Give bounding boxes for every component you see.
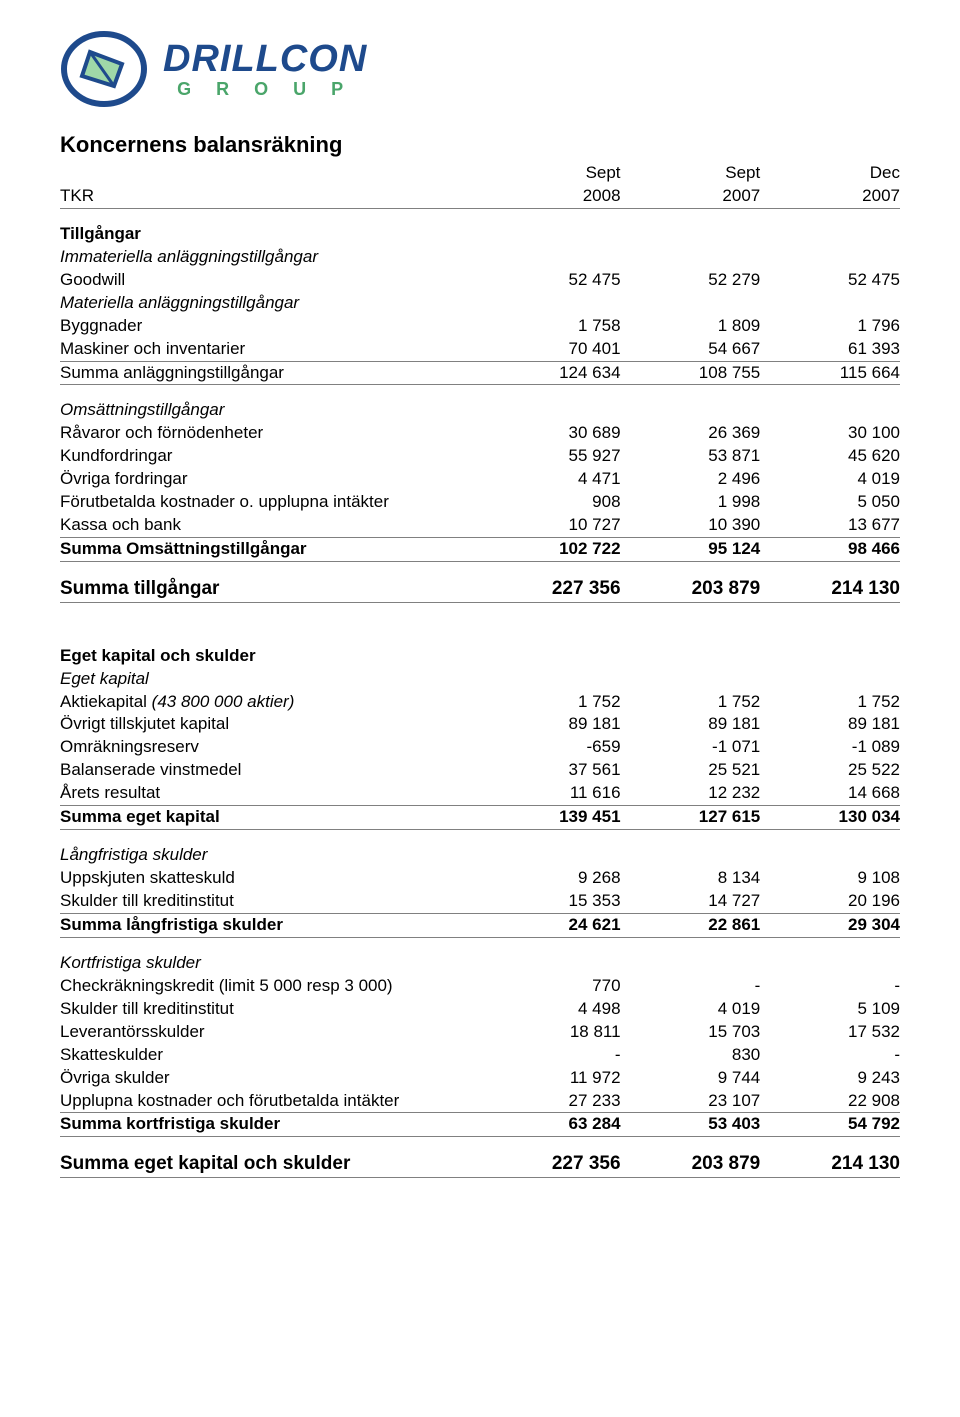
hdr: 2007 <box>621 185 761 208</box>
brand-sub: G R O U P <box>163 79 367 100</box>
row-arets-resultat: Årets resultat 11 616 12 232 14 668 <box>60 782 900 805</box>
row-eget-kapital-head: Eget kapital <box>60 668 900 691</box>
row-balanserade: Balanserade vinstmedel 37 561 25 521 25 … <box>60 759 900 782</box>
subheading: Immateriella anläggningstillgångar <box>60 246 481 269</box>
row-leverantor: Leverantörsskulder 18 811 15 703 17 532 <box>60 1021 900 1044</box>
row-summa-eget-skulder: Summa eget kapital och skulder 227 356 2… <box>60 1151 900 1177</box>
row-langfristiga-head: Långfristiga skulder <box>60 844 900 867</box>
row-skulder-kredit-l: Skulder till kreditinstitut 15 353 14 72… <box>60 890 900 913</box>
hdr: 2008 <box>481 185 621 208</box>
page: DRILLCON G R O U P Koncernens balansräkn… <box>0 0 960 1417</box>
hdr: Sept <box>481 162 621 185</box>
row-byggnader: Byggnader 1 758 1 809 1 796 <box>60 315 900 338</box>
row-checkrakning: Checkräkningskredit (limit 5 000 resp 3 … <box>60 975 900 998</box>
row-aktiekapital: Aktiekapital (43 800 000 aktier) 1 752 1… <box>60 691 900 714</box>
row-summa-eget: Summa eget kapital 139 451 127 615 130 0… <box>60 806 900 830</box>
subheading: Omsättningstillgångar <box>60 399 481 422</box>
row-omsattning-head: Omsättningstillgångar <box>60 399 900 422</box>
row-goodwill: Goodwill 52 475 52 279 52 475 <box>60 269 900 292</box>
section-heading: Eget kapital och skulder <box>60 645 481 668</box>
row-uppskjuten: Uppskjuten skatteskuld 9 268 8 134 9 108 <box>60 867 900 890</box>
row-ovriga-skulder: Övriga skulder 11 972 9 744 9 243 <box>60 1067 900 1090</box>
section-eget: Eget kapital och skulder <box>60 645 900 668</box>
brand-name: DRILLCON <box>163 38 367 81</box>
row-summa-anl: Summa anläggningstillgångar 124 634 108 … <box>60 361 900 385</box>
row-skatteskulder: Skatteskulder - 830 - <box>60 1044 900 1067</box>
row-skulder-kredit-k: Skulder till kreditinstitut 4 498 4 019 … <box>60 998 900 1021</box>
logo-text: DRILLCON G R O U P <box>163 38 367 100</box>
aktiekapital-note: (43 800 000 aktier) <box>152 692 295 711</box>
row-maskiner: Maskiner och inventarier 70 401 54 667 6… <box>60 338 900 361</box>
hdr: 2007 <box>760 185 900 208</box>
logo-icon <box>60 30 148 108</box>
row-kundfordringar: Kundfordringar 55 927 53 871 45 620 <box>60 445 900 468</box>
row-summa-oms: Summa Omsättningstillgångar 102 722 95 1… <box>60 538 900 562</box>
hdr: Sept <box>621 162 761 185</box>
row-omrakningsreserv: Omräkningsreserv -659 -1 071 -1 089 <box>60 736 900 759</box>
row-upplupna: Upplupna kostnader och förutbetalda intä… <box>60 1090 900 1113</box>
row-forutbetalda: Förutbetalda kostnader o. upplupna intäk… <box>60 491 900 514</box>
aktiekapital-label: Aktiekapital <box>60 692 152 711</box>
subheading: Kortfristiga skulder <box>60 952 481 975</box>
row-ravaror: Råvaror och förnödenheter 30 689 26 369 … <box>60 422 900 445</box>
subheading: Långfristiga skulder <box>60 844 481 867</box>
row-summa-tillg: Summa tillgångar 227 356 203 879 214 130 <box>60 576 900 602</box>
section-tillgangar: Tillgångar <box>60 223 900 246</box>
subheading: Materiella anläggningstillgångar <box>60 292 481 315</box>
row-materiella: Materiella anläggningstillgångar <box>60 292 900 315</box>
subheading: Eget kapital <box>60 668 481 691</box>
table-header-1: Sept Sept Dec <box>60 162 900 185</box>
table-header-2: TKR 2008 2007 2007 <box>60 185 900 208</box>
hdr <box>60 162 481 185</box>
page-title: Koncernens balansräkning <box>60 132 900 158</box>
section-heading: Tillgångar <box>60 223 481 246</box>
hdr: TKR <box>60 185 481 208</box>
row-ovrigt-tillskjutet: Övrigt tillskjutet kapital 89 181 89 181… <box>60 713 900 736</box>
row-kassa: Kassa och bank 10 727 10 390 13 677 <box>60 514 900 537</box>
row-summa-kortfr: Summa kortfristiga skulder 63 284 53 403… <box>60 1113 900 1137</box>
row-immateriella: Immateriella anläggningstillgångar <box>60 246 900 269</box>
row-ovriga-fordringar: Övriga fordringar 4 471 2 496 4 019 <box>60 468 900 491</box>
logo: DRILLCON G R O U P <box>60 30 900 108</box>
row-kortfristiga-head: Kortfristiga skulder <box>60 952 900 975</box>
row-summa-langfr: Summa långfristiga skulder 24 621 22 861… <box>60 913 900 937</box>
balance-table: Sept Sept Dec TKR 2008 2007 2007 Tillgån… <box>60 162 900 1178</box>
hdr: Dec <box>760 162 900 185</box>
